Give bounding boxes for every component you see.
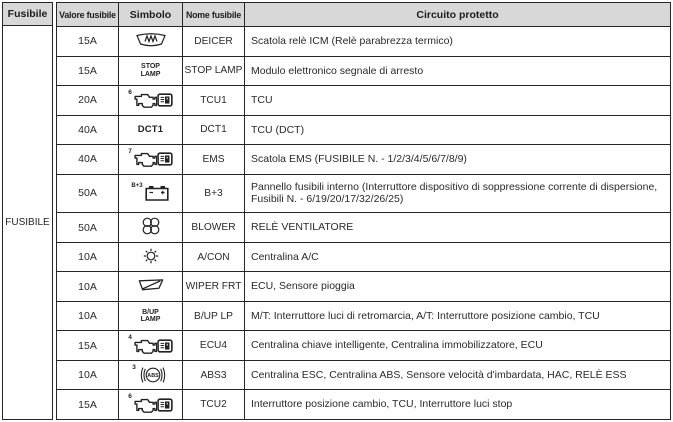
- circuit-cell: TCU (DCT): [244, 114, 671, 146]
- air-conditioning-icon: [142, 247, 160, 265]
- circuit-cell: Modulo elettronico segnale di arresto: [244, 55, 671, 87]
- backup-lamp-icon: B/UP LAMP: [140, 308, 161, 324]
- book-icon: [157, 338, 173, 354]
- fuse-symbol-cell: 4: [118, 330, 183, 361]
- circuit-cell: RELÈ VENTILATORE: [244, 212, 671, 243]
- column-header-circuito: Circuito protetto: [244, 2, 671, 27]
- symbol-footnote: 7: [128, 148, 132, 156]
- table-row: 10A A/CON Centralina A/C: [56, 241, 671, 273]
- circuit-cell: Scatola relè ICM (Relè parabrezza termic…: [244, 26, 671, 57]
- engine-icon: [133, 337, 157, 355]
- fuse-name-cell: ABS3: [182, 359, 245, 391]
- table-row: 10A WIPER FRT ECU, Sensore pioggia: [56, 271, 671, 302]
- circuit-cell: Pannello fusibili interno (Interruttore …: [244, 173, 671, 214]
- fuse-category-column: Fusibile FUSIBILE: [2, 2, 53, 420]
- engine-icon: [133, 396, 157, 414]
- symbol-footnote: 3: [132, 363, 136, 371]
- book-icon: [157, 151, 173, 167]
- fuse-name-cell: STOP LAMP: [182, 55, 245, 87]
- wiper-icon: [137, 277, 165, 293]
- fuse-value-cell: 10A: [56, 300, 119, 332]
- circuit-cell: TCU: [244, 85, 671, 116]
- column-header-simbolo: Simbolo: [118, 2, 183, 27]
- fuse-symbol-cell: 7: [118, 144, 183, 175]
- table-row: 20A 6 TCU1: [56, 85, 671, 116]
- fuse-value-cell: 15A: [56, 330, 119, 361]
- battery-icon: [144, 186, 170, 202]
- fuse-name-cell: B+3: [182, 173, 245, 214]
- fuse-value-cell: 15A: [56, 389, 119, 420]
- fuse-symbol-cell: [118, 241, 183, 273]
- engine-icon: [133, 91, 157, 109]
- fuse-name-cell: TCU2: [182, 389, 245, 420]
- table-row: 40A 7 EMS: [56, 144, 671, 175]
- fan-icon: [141, 216, 161, 236]
- fuse-value-cell: 10A: [56, 359, 119, 391]
- fuse-value-cell: 15A: [56, 55, 119, 87]
- column-header-valore: Valore fusibile: [56, 2, 119, 27]
- fuse-symbol-cell: [118, 26, 183, 57]
- fuse-value-cell: 50A: [56, 212, 119, 243]
- fuse-name-cell: TCU1: [182, 85, 245, 116]
- svg-text:ABS: ABS: [147, 373, 159, 379]
- circuit-cell: M/T: Interruttore luci di retromarcia, A…: [244, 300, 671, 332]
- column-header-fusibile: Fusibile: [2, 2, 53, 26]
- circuit-cell: ECU, Sensore pioggia: [244, 271, 671, 302]
- fuse-name-cell: BLOWER: [182, 212, 245, 243]
- fuse-spec-table: Valore fusibile Simbolo Nome fusibile Ci…: [56, 2, 671, 420]
- fuse-symbol-cell: B+3: [118, 173, 183, 214]
- fuse-symbol-cell: 6: [118, 85, 183, 116]
- book-icon: [157, 397, 173, 413]
- fuse-name-cell: ECU4: [182, 330, 245, 361]
- circuit-cell: Centralina A/C: [244, 241, 671, 273]
- symbol-footnote: B+3: [131, 183, 143, 190]
- fuse-value-cell: 40A: [56, 114, 119, 146]
- circuit-cell: Centralina chiave intelligente, Centrali…: [244, 330, 671, 361]
- header-row: Valore fusibile Simbolo Nome fusibile Ci…: [56, 2, 671, 27]
- fuse-symbol-cell: B/UP LAMP: [118, 300, 183, 332]
- fuse-symbol-cell: [118, 271, 183, 302]
- abs-icon: ABS: [137, 365, 169, 385]
- table-row: 40A DCT1 DCT1 TCU (DCT): [56, 114, 671, 146]
- fuse-value-cell: 10A: [56, 241, 119, 273]
- fuse-symbol-cell: 6: [118, 389, 183, 420]
- table-row: 50A BLOWER RELÈ VENTILATORE: [56, 212, 671, 243]
- fuse-name-cell: DCT1: [182, 114, 245, 146]
- column-header-nome: Nome fusibile: [182, 2, 245, 27]
- fuse-name-cell: DEICER: [182, 26, 245, 57]
- engine-icon: [133, 150, 157, 168]
- fuse-name-cell: B/UP LP: [182, 300, 245, 332]
- stop-lamp-icon: STOP LAMP: [140, 63, 161, 78]
- fuse-value-cell: 10A: [56, 271, 119, 302]
- circuit-cell: Interruttore posizione cambio, TCU, Inte…: [244, 389, 671, 420]
- fuse-value-cell: 40A: [56, 144, 119, 175]
- deicer-icon: [134, 31, 168, 49]
- table-row: 10A 3 ABS ABS3 Centralina ESC, Centralin…: [56, 359, 671, 391]
- table-row: 15A DEICER Scatola relè ICM (Relè parabr…: [56, 26, 671, 57]
- symbol-footnote: 6: [128, 89, 132, 97]
- dct1-symbol: DCT1: [137, 123, 164, 135]
- fuse-symbol-cell: STOP LAMP: [118, 55, 183, 87]
- table-row: 15A 4 ECU4: [56, 330, 671, 361]
- fuse-value-cell: 20A: [56, 85, 119, 116]
- fuse-value-cell: 50A: [56, 173, 119, 214]
- table-row: 50A B+3 B+3 Pannello fusibili i: [56, 173, 671, 214]
- circuit-cell: Scatola EMS (FUSIBILE N. - 1/2/3/4/5/6/7…: [244, 144, 671, 175]
- fuse-name-cell: EMS: [182, 144, 245, 175]
- fuse-value-cell: 15A: [56, 26, 119, 57]
- table-row: 10A B/UP LAMP B/UP LP M/T: Interruttore …: [56, 300, 671, 332]
- fuse-symbol-cell: [118, 212, 183, 243]
- fuse-name-cell: A/CON: [182, 241, 245, 273]
- symbol-footnote: 6: [128, 393, 132, 401]
- circuit-cell: Centralina ESC, Centralina ABS, Sensore …: [244, 359, 671, 391]
- table-row: 15A 6 TCU2: [56, 389, 671, 420]
- symbol-footnote: 4: [128, 334, 132, 342]
- book-icon: [157, 92, 173, 108]
- fuse-symbol-cell: DCT1: [118, 114, 183, 146]
- fuse-group-label: FUSIBILE: [2, 26, 53, 420]
- table-row: 15A STOP LAMP STOP LAMP Modulo elettroni…: [56, 55, 671, 87]
- fuse-name-cell: WIPER FRT: [182, 271, 245, 302]
- fuse-symbol-cell: 3 ABS: [118, 359, 183, 391]
